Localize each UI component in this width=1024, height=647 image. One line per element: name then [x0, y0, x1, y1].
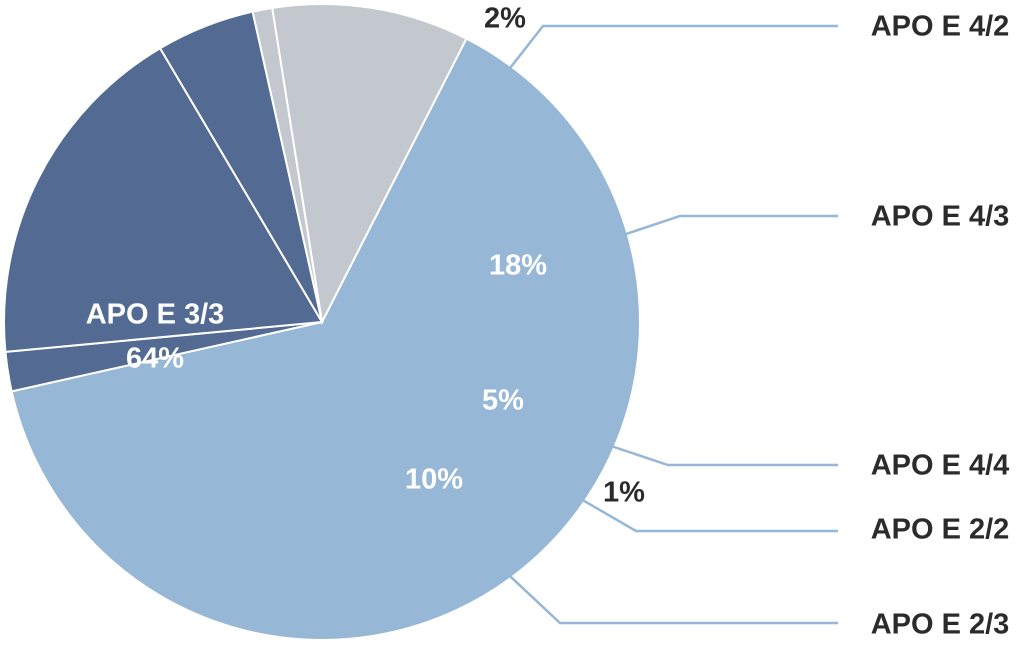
slice-value-apo-e-4-3: 18%: [489, 250, 547, 282]
pie-slice-apo-e-3-3: [10, 37, 641, 641]
legend-label-apo-e-4-3: APO E 4/3: [871, 201, 1010, 233]
leader-line-apo-e-2-3: [495, 562, 838, 625]
leader-line-apo-e-4-4: [595, 439, 838, 467]
pie-slice-apo-e-2-3: [271, 3, 468, 326]
leader-dot-apo-e-2-2: [563, 487, 571, 495]
pie-slice-apo-e-4-3: [3, 46, 324, 354]
leader-lines: [492, 24, 838, 625]
slice-label-apo-e-3-3: APO E 3/3: [86, 299, 225, 331]
leader-line-apo-e-2-2: [566, 489, 838, 533]
chart-labels: APO E 3/3 64% 2% APO E 4/2 18% APO E 4/3 5% APO…: [86, 3, 1010, 641]
slice-value-apo-e-2-2: 1%: [603, 477, 645, 509]
leader-line-apo-e-4-2: [495, 24, 838, 87]
slice-value-apo-e-4-4: 5%: [482, 385, 524, 417]
legend-label-apo-e-2-3: APO E 2/3: [871, 609, 1010, 641]
leader-dot-apo-e-4-4: [592, 437, 600, 445]
slice-value-apo-e-4-2: 2%: [484, 3, 526, 35]
slice-value-apo-e-2-3: 10%: [405, 464, 463, 496]
legend-label-apo-e-4-4: APO E 4/4: [871, 450, 1010, 482]
legend-label-apo-e-4-2: APO E 4/2: [871, 11, 1010, 43]
legend-label-apo-e-2-2: APO E 2/2: [871, 514, 1010, 546]
slice-value-apo-e-3-3: 64%: [126, 343, 184, 375]
leader-dot-apo-e-2-3: [492, 559, 500, 567]
leader-line-apo-e-4-3: [604, 214, 838, 243]
pie-slices: [3, 3, 641, 641]
leader-dot-apo-e-4-3: [601, 237, 609, 245]
leader-dot-apo-e-4-2: [492, 82, 500, 90]
